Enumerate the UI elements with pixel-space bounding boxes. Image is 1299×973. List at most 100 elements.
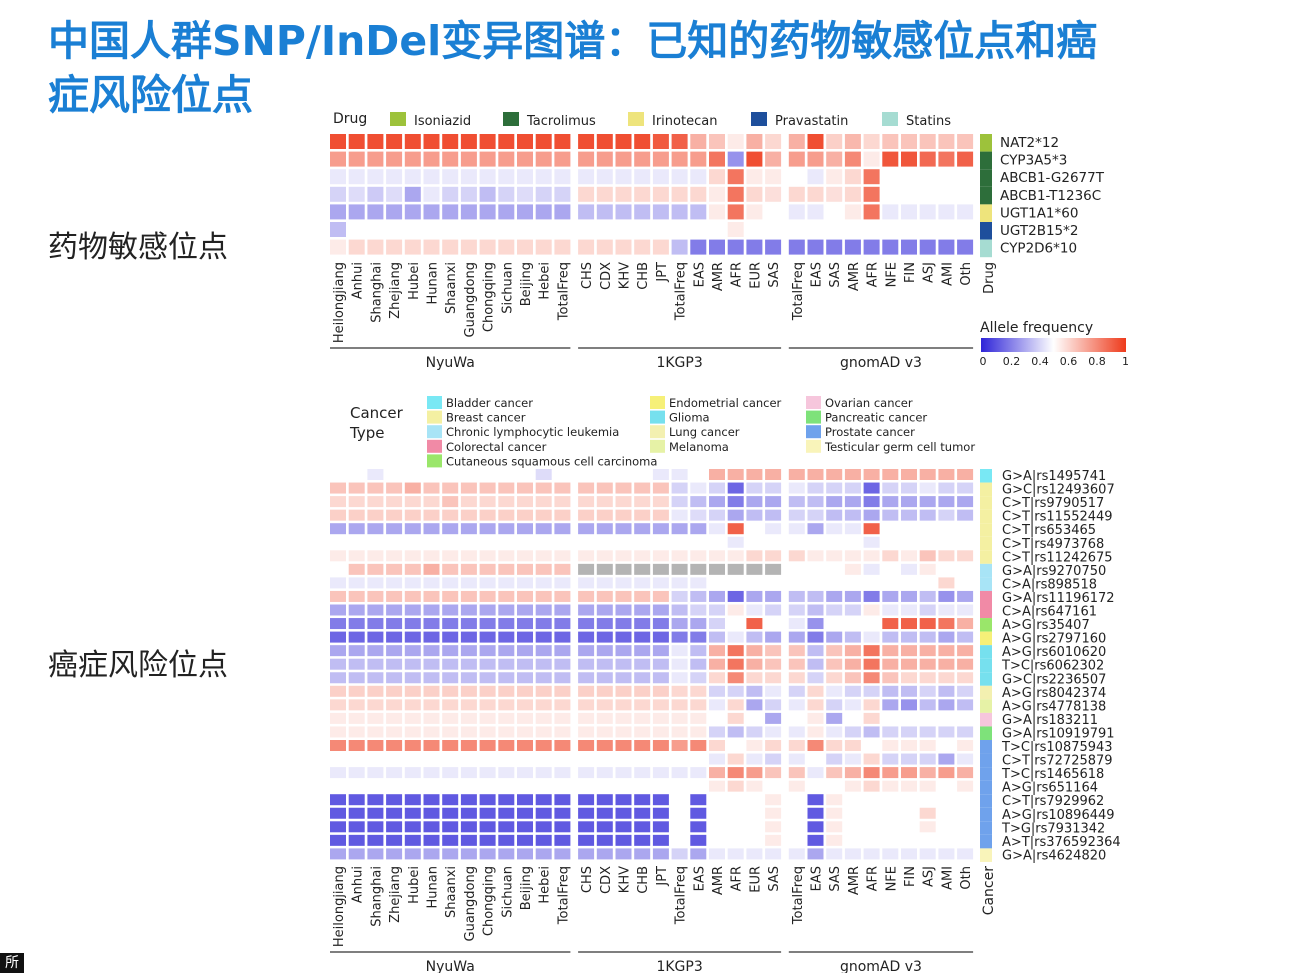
cancer-legend-swatch: [427, 439, 442, 453]
heatmap-cell: [330, 767, 346, 779]
heatmap-cell: [690, 604, 707, 616]
heatmap-cell: [690, 509, 707, 521]
heatmap-cell: [404, 577, 421, 589]
heatmap-cell: [634, 204, 651, 220]
heatmap-cell: [652, 604, 669, 616]
heatmap-cell: [367, 469, 384, 480]
heatmap-cell: [367, 834, 384, 846]
heatmap-cell: [746, 169, 763, 185]
heatmap-cell: [367, 169, 384, 185]
heatmap-cell: [671, 204, 688, 220]
heatmap-cell: [578, 590, 595, 602]
heatmap-cell: [709, 821, 725, 833]
heatmap-cell: [727, 658, 744, 670]
heatmap-cell: [807, 222, 824, 237]
heatmap-cell: [901, 618, 917, 630]
heatmap-cell: [460, 618, 477, 630]
heatmap-cell: [423, 222, 440, 237]
heatmap-cell: [727, 807, 744, 819]
heatmap-cell: [844, 204, 861, 220]
heatmap-cell: [765, 726, 782, 738]
heatmap-cell: [367, 685, 384, 697]
heatmap-cell: [554, 550, 571, 562]
heatmap-cell: [423, 658, 440, 670]
heatmap-cell: [554, 645, 571, 657]
heatmap-cell: [938, 536, 955, 548]
heatmap-cell: [671, 550, 688, 562]
heatmap-cell: [330, 563, 346, 575]
heatmap-cell: [765, 496, 782, 508]
category-strip-cell: [980, 767, 992, 781]
heatmap-cell: [882, 794, 899, 806]
heatmap-cell: [671, 767, 688, 779]
heatmap-cell: [535, 780, 552, 792]
heatmap-cell: [634, 821, 651, 833]
heatmap-cell: [386, 134, 403, 149]
heatmap-cell: [671, 794, 688, 806]
column-label: Hunan: [426, 262, 441, 304]
heatmap-cell: [863, 222, 880, 237]
row-label: G>A|rs9270750: [1002, 564, 1106, 579]
heatmap-cell: [652, 821, 669, 833]
heatmap-cell: [615, 563, 632, 575]
heatmap-cell: [882, 645, 899, 657]
colorbar-tick: 0.4: [1031, 355, 1049, 368]
heatmap-cell: [938, 482, 955, 494]
heatmap-cell: [919, 631, 936, 643]
heatmap-cell: [498, 631, 515, 643]
heatmap-cell: [423, 469, 440, 480]
heatmap-cell: [330, 604, 346, 616]
heatmap-cell: [596, 577, 613, 589]
heatmap-cell: [957, 672, 974, 684]
heatmap-cell: [615, 848, 632, 860]
heatmap-cell: [807, 618, 824, 630]
heatmap-cell: [578, 726, 595, 738]
heatmap-cell: [746, 699, 763, 711]
heatmap-cell: [919, 618, 936, 630]
heatmap-cell: [788, 618, 805, 630]
heatmap-cell: [367, 658, 384, 670]
heatmap-cell: [460, 577, 477, 589]
heatmap-cell: [901, 848, 917, 860]
heatmap-cell: [746, 780, 763, 792]
heatmap-cell: [765, 469, 782, 480]
heatmap-cell: [709, 740, 725, 751]
heatmap-cell: [348, 496, 365, 508]
heatmap-cell: [423, 848, 440, 860]
colorbar-tick: 0.2: [1003, 355, 1021, 368]
heatmap-cell: [709, 536, 725, 548]
heatmap-cell: [386, 712, 403, 724]
column-label: Guangdong: [463, 866, 478, 941]
heatmap-cell: [615, 618, 632, 630]
heatmap-cell: [479, 509, 496, 521]
drug-legend-swatch: [882, 112, 898, 126]
heatmap-cell: [479, 482, 496, 494]
heatmap-cell: [596, 631, 613, 643]
heatmap-cell: [938, 780, 955, 792]
heatmap-cell: [460, 590, 477, 602]
heatmap-cell: [957, 469, 974, 480]
heatmap-cell: [938, 821, 955, 833]
category-strip-cell: [980, 821, 992, 835]
column-label: Chongqing: [482, 262, 497, 332]
heatmap-cell: [442, 685, 459, 697]
column-label: Shaanxi: [444, 262, 459, 314]
heatmap-cell: [634, 604, 651, 616]
heatmap-cell: [957, 794, 974, 806]
heatmap-cell: [348, 204, 365, 220]
heatmap-cell: [367, 780, 384, 792]
heatmap-cell: [404, 509, 421, 521]
heatmap-cell: [517, 509, 533, 521]
heatmap-cell: [690, 469, 707, 480]
heatmap-cell: [404, 134, 421, 149]
heatmap-cell: [442, 469, 459, 480]
heatmap-cell: [634, 536, 651, 548]
heatmap-cell: [826, 672, 843, 684]
heatmap-cell: [517, 726, 533, 738]
heatmap-cell: [652, 740, 669, 751]
heatmap-cell: [690, 536, 707, 548]
heatmap-cell: [596, 753, 613, 765]
heatmap-cell: [596, 563, 613, 575]
heatmap-cell: [709, 204, 725, 220]
heatmap-cell: [404, 563, 421, 575]
